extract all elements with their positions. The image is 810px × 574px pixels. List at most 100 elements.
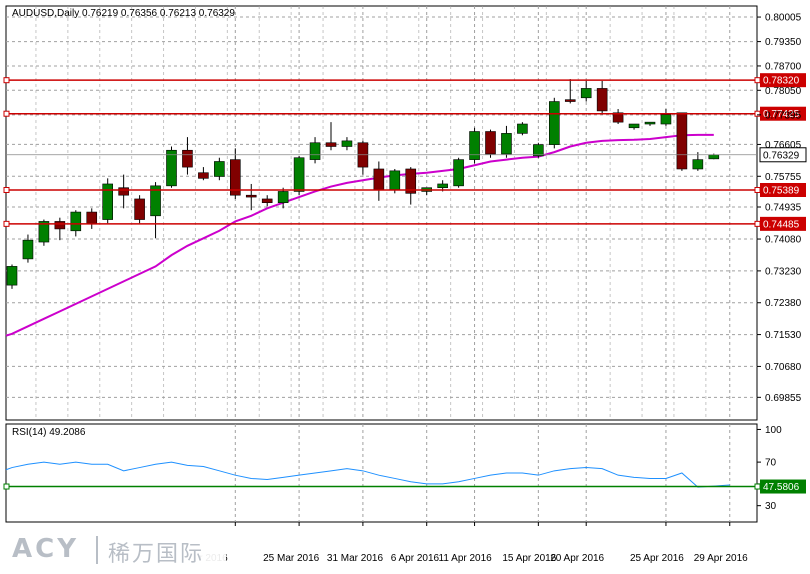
- rsi-tick-label: 30: [765, 501, 777, 512]
- candle-body-bull: [692, 159, 704, 170]
- logo-chinese-text: 稀万国际: [108, 542, 205, 567]
- candle-body-bull: [277, 191, 289, 203]
- candle-body-bull: [70, 211, 82, 232]
- level-tag-bg: [760, 182, 806, 197]
- candle: [245, 183, 257, 211]
- level-lines: 0.78320 0.77425 0.75389 0.74485 0.76329: [3, 73, 807, 231]
- moving-average-layer: [5, 133, 714, 337]
- current-price-label: 0.76329: [763, 150, 800, 161]
- candle: [660, 109, 672, 126]
- candle: [166, 146, 177, 188]
- price-tick-label: 0.69855: [765, 393, 802, 404]
- candle-body-bull: [293, 157, 305, 192]
- candle-body-bull: [166, 149, 177, 187]
- level-anchor: [754, 77, 761, 84]
- candle: [405, 167, 417, 205]
- candle: [6, 264, 18, 289]
- rsi-frame: [5, 423, 758, 523]
- candle-body-bear: [54, 221, 66, 230]
- time-tick-label: 11 Apr 2016: [439, 553, 493, 564]
- time-tick-label: 25 Apr 2016: [630, 553, 684, 564]
- candle-body-bull: [437, 183, 448, 189]
- level-anchor: [3, 110, 10, 117]
- price-tick-label: 0.70680: [765, 362, 802, 373]
- level-tag-bg: [760, 73, 806, 88]
- level-tag-label: 0.78320: [763, 76, 800, 87]
- candle: [134, 195, 145, 224]
- level-tag-label: 0.74485: [763, 219, 800, 230]
- candle: [182, 137, 193, 175]
- candle: [261, 195, 273, 207]
- candle-body-bull: [501, 133, 512, 155]
- price-tick-label: 0.76605: [765, 140, 802, 151]
- candle-body-bear: [676, 112, 688, 170]
- rsi-label: RSI(14) 49.2086: [12, 427, 86, 438]
- candle-body-bull: [628, 123, 640, 129]
- candle-body-bear: [245, 194, 257, 198]
- candle-body-bear: [134, 198, 145, 220]
- candle: [341, 137, 353, 151]
- level-anchor: [754, 220, 761, 227]
- time-tick-label: 6 Apr 2016: [391, 553, 440, 564]
- price-tick-label: 0.71530: [765, 330, 802, 341]
- candle: [421, 187, 433, 196]
- candle: [453, 157, 464, 188]
- candle: [628, 123, 640, 130]
- candle-body-bear: [612, 112, 624, 123]
- candle: [548, 97, 560, 149]
- rsi-tick-label: 100: [765, 425, 782, 436]
- candle-body-bull: [6, 266, 18, 286]
- candle-body-bear: [230, 159, 241, 196]
- candle-body-bull: [644, 121, 656, 125]
- candles: [6, 79, 720, 289]
- candle: [22, 234, 34, 263]
- rsi-level-anchor: [3, 483, 10, 490]
- time-tick-label: 29 Apr 2016: [694, 553, 748, 564]
- candle-body-bear: [118, 187, 129, 196]
- candle-body-bear: [405, 168, 417, 194]
- candle-body-bull: [453, 159, 464, 187]
- level-tag-label: 0.75389: [763, 185, 800, 196]
- candle: [612, 109, 624, 125]
- level-anchor: [3, 186, 10, 193]
- candle-body-bull: [708, 154, 720, 160]
- logo-separator: [96, 536, 98, 564]
- candle: [198, 167, 209, 181]
- current-price-tag-bg: [759, 147, 807, 163]
- candle: [373, 161, 385, 201]
- main-grid: [5, 5, 758, 523]
- candle-body-bull: [341, 140, 353, 147]
- time-tick-label: 20 Apr 2016: [550, 553, 604, 564]
- level-anchor: [754, 110, 761, 117]
- price-tick-label: 0.77395: [765, 110, 802, 121]
- candle: [357, 140, 369, 175]
- price-axis: 0.80005 0.79350 0.78700 0.78050 0.77395 0.766…: [757, 13, 802, 404]
- rsi-level-tag-label: 47.5806: [763, 482, 800, 493]
- acy-logo: ACY 稀万国际: [0, 526, 226, 574]
- time-tick-label: 15 Apr 2016: [502, 553, 556, 564]
- candle: [150, 182, 161, 239]
- candle: [214, 157, 225, 181]
- candle: [277, 187, 289, 209]
- candle: [325, 122, 337, 151]
- candle-body-bull: [214, 161, 225, 177]
- candle: [54, 217, 66, 241]
- moving-average-line: [5, 133, 714, 337]
- rsi-level-anchor: [754, 483, 761, 490]
- level-tag-bg: [760, 106, 806, 121]
- candle: [580, 80, 592, 102]
- candle-body-bull: [102, 183, 113, 220]
- candle: [485, 129, 496, 158]
- candle: [501, 125, 512, 158]
- rsi-tick-label: 70: [765, 458, 777, 469]
- time-tick-label: 31 Mar 2016: [327, 553, 384, 564]
- level-tag-label: 0.77425: [763, 109, 800, 120]
- candle: [533, 142, 544, 158]
- candle: [293, 155, 305, 196]
- candle: [676, 112, 688, 171]
- candle-body-bear: [325, 142, 337, 147]
- level-anchor: [754, 186, 761, 193]
- price-tick-label: 0.80005: [765, 13, 802, 24]
